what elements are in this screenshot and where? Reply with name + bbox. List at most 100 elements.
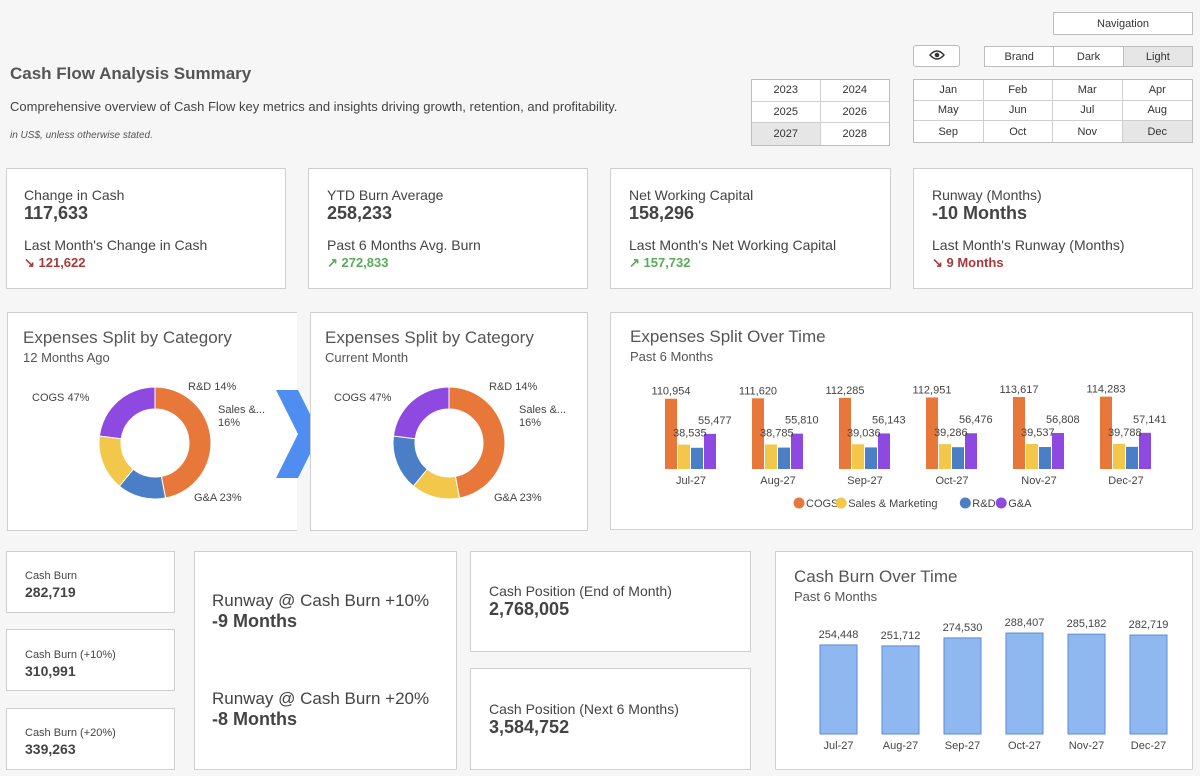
bar-r-d-aug-27 [778,447,790,469]
runway-20-value: -8 Months [212,709,297,729]
bar-r-d-nov-27 [1039,447,1051,469]
month-aug[interactable]: Aug [1122,101,1192,122]
data-label-cogs: 113,617 [1000,384,1039,396]
kpi-prev-value: ↗ 157,732 [629,255,691,270]
data-label-sales-marketing: 39,036 [847,427,881,439]
x-tick-label: Dec-27 [1108,475,1143,487]
month-jul[interactable]: Jul [1053,100,1123,122]
year-2028[interactable]: 2028 [842,128,867,141]
year-2023[interactable]: 2023 [752,80,821,102]
kpi-value: -10 Months [932,203,1028,223]
month-feb[interactable]: Feb [983,80,1053,101]
card-value: 310,991 [25,663,76,679]
donut-label-ga: G&A 23% [494,492,542,504]
legend-label-r-d: R&D [972,498,995,510]
legend-marker-r-d [959,497,971,509]
year-2024[interactable]: 2024 [820,80,889,102]
page-subtitle: Comprehensive overview of Cash Flow key … [10,99,618,114]
year-2026[interactable]: 2026 [820,102,889,124]
data-label-cogs: 111,620 [739,385,777,397]
card-label: Cash Position (Next 6 Months) [489,701,679,717]
month-apr[interactable]: Apr [1122,80,1192,101]
data-label-g-a: 55,810 [785,415,819,427]
kpi-prev-label: Last Month's Runway (Months) [932,237,1125,253]
bar-g-a-sep-27 [878,433,890,469]
month-nov[interactable]: Nov [1053,121,1123,142]
bar-cash-burn-aug-27 [881,645,920,735]
donut-slice-g-a [392,386,450,440]
bar-sales-marketing-jul-27 [678,444,690,469]
visibility-toggle-button[interactable] [913,45,960,67]
donut-slice-cogs [154,386,212,499]
kpi-value: 158,296 [629,203,695,223]
chart-subtitle: Past 6 Months [630,349,714,364]
card-label: Cash Burn [25,570,77,582]
month-oct[interactable]: Oct [984,121,1053,142]
navigation-button[interactable]: Navigation [1053,12,1193,35]
bar-r-d-oct-27 [952,447,964,469]
expenses-split-bar-chart: Jul-27 Aug-27 Sep-27 Oct-27 Nov-27 Dec-27 110,… [652,384,1167,510]
kpi-label: YTD Burn Average [327,187,444,203]
data-label: 282,719 [1129,619,1169,631]
donut-slice-cogs [448,386,506,499]
bar-g-a-aug-27 [791,433,803,469]
donut-chart-prev: COGS 47% R&D 14% Sales &... 16% G&A 23% [32,381,265,504]
donut-label-ga: G&A 23% [194,492,242,504]
data-label-g-a: 57,141 [1133,414,1167,426]
bar-cash-burn-jul-27 [819,644,858,735]
month-jun[interactable]: Jun [983,100,1053,122]
runway-20-label: Runway @ Cash Burn +20% [212,689,430,708]
legend-label-cogs: COGS [806,498,838,510]
kpi-prev-label: Last Month's Change in Cash [24,237,208,253]
bar-cogs-jul-27 [665,398,677,469]
x-tick-label: Nov-27 [1021,475,1056,487]
kpi-prev-value: ↘ 121,622 [24,255,86,270]
theme-light-button[interactable]: Light [1123,47,1192,66]
data-label: 251,712 [881,630,921,642]
bar-r-d-dec-27 [1126,446,1138,469]
chart-title: Expenses Split by Category [23,328,232,347]
kpi-prev-label: Past 6 Months Avg. Burn [327,237,481,253]
donut-label-cogs: COGS 47% [32,392,90,404]
data-label-cogs: 110,954 [652,386,691,398]
month-sep[interactable]: Sep [914,121,984,142]
kpi-label: Change in Cash [24,187,125,203]
card-label: Cash Burn (+10%) [25,649,116,661]
donut-label-sales: Sales &... [218,404,265,416]
year-2025[interactable]: 2025 [752,101,821,124]
bar-r-d-sep-27 [865,447,877,469]
kpi-card-runway: Runway (Months) -10 Months Last Month's … [913,168,1193,289]
kpi-value: 258,233 [327,203,393,223]
chart-subtitle: Current Month [325,350,409,365]
currency-note: in US$, unless otherwise stated. [10,130,153,141]
cash-burn-10-card: Cash Burn (+10%) 310,991 [6,629,175,691]
bar-g-a-dec-27 [1139,432,1151,469]
month-may[interactable]: May [914,100,984,122]
donut-slice-g-a [98,386,156,440]
data-label: 254,448 [819,629,859,641]
eye-icon [928,49,945,64]
donut-label-rd: R&D 14% [489,381,538,393]
data-label-g-a: 56,808 [1046,414,1080,426]
kpi-value: 117,633 [24,203,89,223]
kpi-card-net-working-capital: Net Working Capital 158,296 Last Month's… [610,168,891,289]
expenses-split-12-months-card: Expenses Split by Category 12 Months Ago… [7,312,297,531]
x-tick-label: Aug-27 [883,740,918,752]
legend-label-sales-marketing: Sales & Marketing [848,498,937,510]
card-value: 282,719 [25,584,76,600]
bar-cash-burn-dec-27 [1129,634,1168,735]
year-2027[interactable]: 2027 [752,123,821,145]
kpi-label: Net Working Capital [629,187,754,203]
month-jan[interactable]: Jan [914,80,984,101]
theme-brand-button[interactable]: Brand [985,47,1055,66]
chart-title: Expenses Split by Category [325,328,534,347]
theme-dark-button[interactable]: Dark [1054,47,1124,66]
month-mar[interactable]: Mar [1053,80,1123,101]
cash-burn-card: Cash Burn 282,719 [6,551,175,613]
month-dec[interactable]: Dec [1122,121,1192,142]
bar-g-a-jul-27 [704,433,716,469]
bar-cash-burn-oct-27 [1005,632,1044,735]
x-tick-label: Jul-27 [676,475,706,487]
kpi-label: Runway (Months) [932,187,1042,203]
legend-label-g-a: G&A [1008,498,1032,510]
